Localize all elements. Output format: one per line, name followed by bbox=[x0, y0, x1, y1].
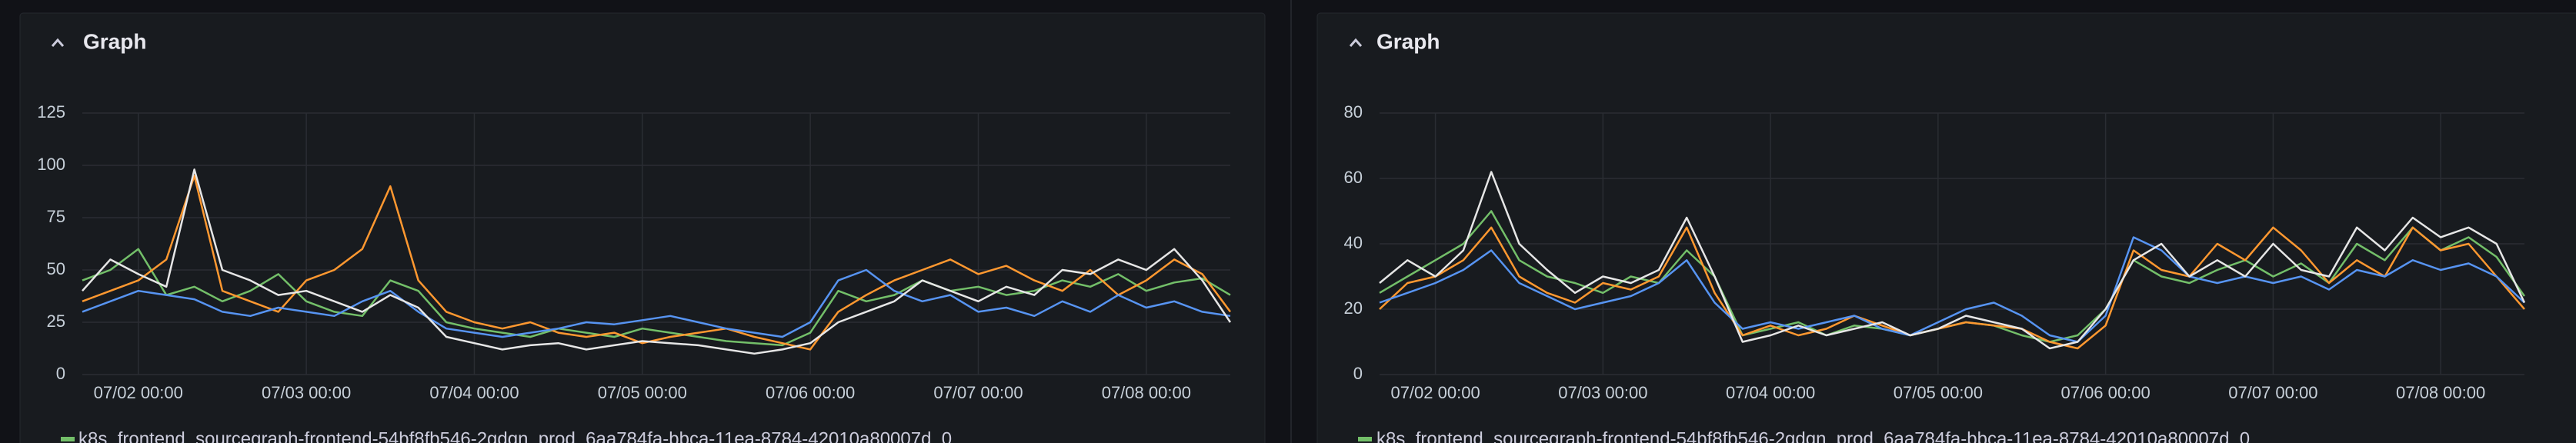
x-tick-label: 07/07 00:00 bbox=[933, 383, 1023, 402]
x-tick-label: 07/05 00:00 bbox=[1894, 383, 1983, 402]
y-tick-label: 20 bbox=[1344, 298, 1363, 318]
x-tick-label: 07/02 00:00 bbox=[1390, 383, 1480, 402]
series-line bbox=[82, 268, 1231, 338]
y-tick-label: 0 bbox=[56, 364, 65, 383]
series-line bbox=[82, 175, 1232, 351]
panel-title[interactable]: Graph bbox=[1376, 29, 1440, 53]
y-tick-label: 80 bbox=[1344, 102, 1363, 122]
y-tick-label: 75 bbox=[47, 207, 65, 226]
panel-title[interactable]: Graph bbox=[83, 29, 146, 53]
series-line bbox=[1379, 171, 2526, 350]
collapse-icon[interactable] bbox=[51, 38, 65, 47]
series-line bbox=[82, 168, 1232, 355]
series-line bbox=[1379, 226, 2525, 350]
y-tick-label: 60 bbox=[1344, 168, 1363, 187]
y-tick-label: 100 bbox=[37, 155, 65, 174]
y-tick-label: 40 bbox=[1344, 233, 1363, 252]
x-tick-label: 07/04 00:00 bbox=[429, 383, 519, 402]
collapse-icon[interactable] bbox=[1349, 38, 1363, 47]
legend-swatch[interactable] bbox=[1358, 437, 1372, 441]
x-tick-label: 07/05 00:00 bbox=[598, 383, 687, 402]
legend-label[interactable]: k8s_frontend_sourcegraph-frontend-54bf8f… bbox=[1376, 428, 2250, 443]
x-tick-label: 07/08 00:00 bbox=[2396, 383, 2485, 402]
y-tick-label: 125 bbox=[37, 102, 65, 122]
x-tick-label: 07/07 00:00 bbox=[2228, 383, 2317, 402]
series-line bbox=[1379, 236, 2525, 343]
y-tick-label: 25 bbox=[47, 311, 65, 331]
x-tick-label: 07/06 00:00 bbox=[2060, 383, 2150, 402]
legend-swatch[interactable] bbox=[61, 437, 75, 441]
x-tick-label: 07/02 00:00 bbox=[94, 383, 183, 402]
x-tick-label: 07/03 00:00 bbox=[262, 383, 351, 402]
x-tick-label: 07/04 00:00 bbox=[1726, 383, 1815, 402]
y-tick-label: 0 bbox=[1353, 364, 1363, 383]
legend-label[interactable]: k8s_frontend_sourcegraph-frontend-54bf8f… bbox=[78, 428, 952, 443]
x-tick-label: 07/03 00:00 bbox=[1558, 383, 1647, 402]
y-tick-label: 50 bbox=[47, 259, 65, 278]
x-tick-label: 07/06 00:00 bbox=[766, 383, 855, 402]
x-tick-label: 07/08 00:00 bbox=[1102, 383, 1191, 402]
panel bbox=[1316, 12, 2576, 443]
series-line bbox=[82, 248, 1231, 347]
